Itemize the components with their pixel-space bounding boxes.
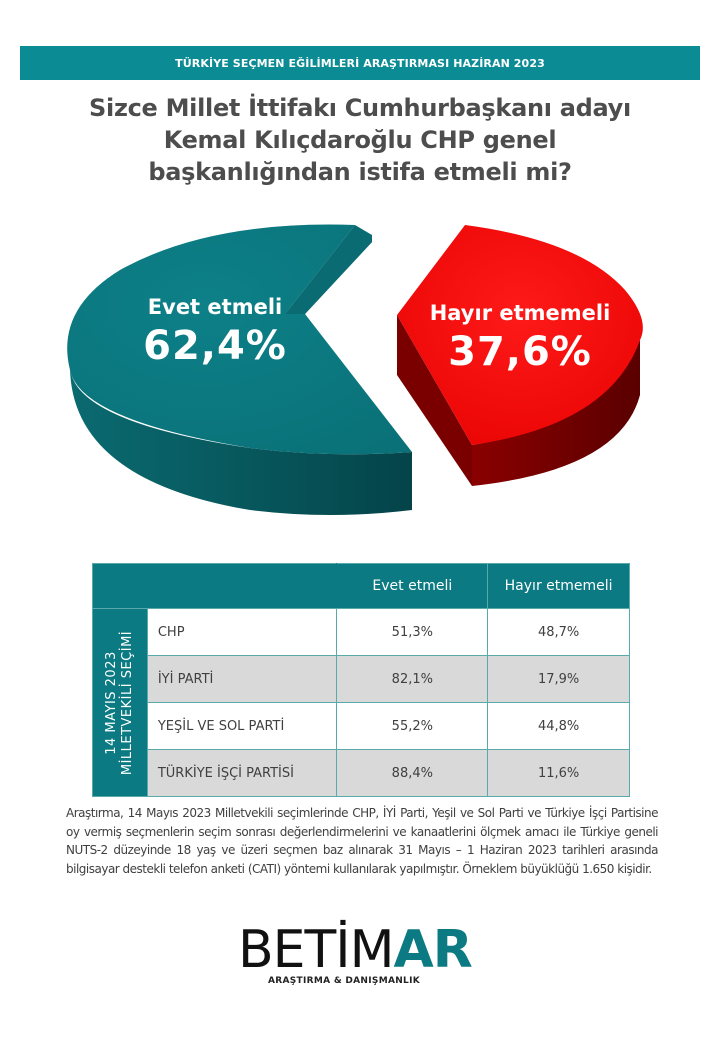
logo-brand-main: BETİM xyxy=(238,920,394,980)
pie-label-hayir-value: 37,6% xyxy=(448,329,592,375)
evet-value: 55,2% xyxy=(336,702,489,750)
evet-value: 88,4% xyxy=(336,749,489,797)
header-hayir: Hayır etmemeli xyxy=(487,563,630,609)
hayir-value: 44,8% xyxy=(487,702,630,750)
pie-graphic xyxy=(67,224,643,515)
table-row: YEŞİL VE SOL PARTİ 55,2% 44,8% xyxy=(93,702,630,750)
header-evet: Evet etmeli xyxy=(336,563,489,609)
title-line-2: Kemal Kılıçdaroğlu CHP genel xyxy=(163,126,557,154)
table-row: 14 MAYIS 2023 MİLLETVEKİLİ SEÇİMİ CHP 51… xyxy=(92,608,630,797)
pie-chart: Evet etmeli 62,4% Hayır etmemeli 37,6% xyxy=(0,190,720,550)
party-name: YEŞİL VE SOL PARTİ xyxy=(146,702,338,750)
election-group-label: 14 MAYIS 2023 MİLLETVEKİLİ SEÇİMİ xyxy=(92,608,148,797)
table-header-row: Evet etmeli Hayır etmemeli xyxy=(91,563,630,609)
party-name: İYİ PARTİ xyxy=(146,655,338,703)
pie-label-hayir-name: Hayır etmemeli xyxy=(429,301,611,325)
table-row: İYİ PARTİ 82,1% 17,9% xyxy=(93,655,630,703)
logo-wordmark: BETİMAR xyxy=(238,920,473,980)
survey-banner: TÜRKİYE SEÇMEN EĞİLİMLERİ ARAŞTIRMASI HA… xyxy=(20,46,700,80)
banner-text: TÜRKİYE SEÇMEN EĞİLİMLERİ ARAŞTIRMASI HA… xyxy=(175,56,545,70)
title-line-3: başkanlığından istifa etmeli mi? xyxy=(148,158,572,186)
table-row: TÜRKİYE İŞÇİ PARTİSİ 88,4% 11,6% xyxy=(93,749,630,797)
pie-label-evet-name: Evet etmeli xyxy=(147,295,283,319)
evet-value: 51,3% xyxy=(336,608,489,656)
evet-value: 82,1% xyxy=(336,655,489,703)
methodology-note: Araştırma, 14 Mayıs 2023 Milletvekili se… xyxy=(66,806,659,876)
logo-brand-accent: AR xyxy=(393,920,473,980)
question-title: Sizce Millet İttifakı Cumhurbaşkanı aday… xyxy=(60,92,660,188)
logo-subtitle: ARAŞTIRMA & DANIŞMANLIK xyxy=(268,976,421,986)
header-blank xyxy=(91,563,338,609)
title-line-1: Sizce Millet İttifakı Cumhurbaşkanı aday… xyxy=(89,94,631,122)
pie-label-evet: Evet etmeli 62,4% xyxy=(130,294,300,372)
group-label-line-2: MİLLETVEKİLİ SEÇİMİ xyxy=(119,630,135,775)
betimar-logo: BETİMAR ARAŞTIRMA & DANIŞMANLIK xyxy=(238,922,488,1002)
group-label-line-1: 14 MAYIS 2023 xyxy=(103,650,119,755)
hayir-value: 48,7% xyxy=(487,608,630,656)
hayir-value: 11,6% xyxy=(487,749,630,797)
party-name: CHP xyxy=(146,608,338,656)
hayir-value: 17,9% xyxy=(487,655,630,703)
party-breakdown-table: Evet etmeli Hayır etmemeli 14 MAYIS 2023… xyxy=(91,563,630,797)
party-name: TÜRKİYE İŞÇİ PARTİSİ xyxy=(146,749,338,797)
pie-label-hayir: Hayır etmemeli 37,6% xyxy=(405,300,635,378)
pie-label-evet-value: 62,4% xyxy=(143,323,287,369)
